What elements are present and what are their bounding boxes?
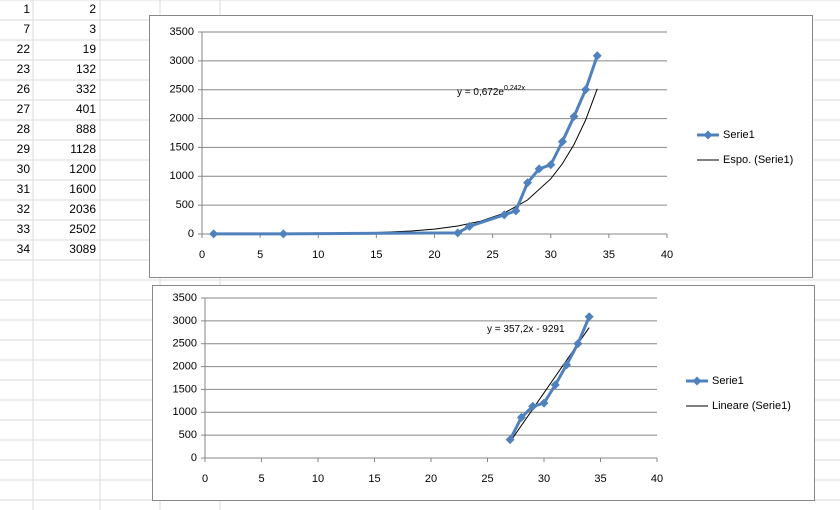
x-tick-label: 20 xyxy=(428,249,440,261)
data-point xyxy=(539,398,549,408)
x-tick-label: 15 xyxy=(370,249,382,261)
data-point xyxy=(528,401,538,411)
data-point xyxy=(464,221,474,231)
cell-value: 1128 xyxy=(70,142,96,156)
y-tick-label: 3500 xyxy=(173,292,197,304)
y-tick-label: 2000 xyxy=(173,360,197,372)
legend-marker xyxy=(703,130,713,140)
y-tick-label: 3500 xyxy=(170,26,194,38)
data-point xyxy=(534,164,544,174)
chart-area xyxy=(149,15,813,278)
legend-marker xyxy=(692,376,702,386)
data-point xyxy=(209,229,219,239)
equation-exponent: 0,242x xyxy=(504,85,526,92)
cell-value: 3 xyxy=(89,22,96,36)
legend-label: Serie1 xyxy=(712,375,744,387)
x-tick-label: 35 xyxy=(603,249,615,261)
legend-label: Lineare (Serie1) xyxy=(712,400,791,412)
x-tick-label: 15 xyxy=(368,473,380,485)
cell-value: 1200 xyxy=(69,162,96,176)
trendline-equation: y = 357,2x - 9291 xyxy=(487,324,565,335)
legend-label: Espo. (Serie1) xyxy=(723,154,793,166)
x-tick-label: 10 xyxy=(312,473,324,485)
x-tick-label: 40 xyxy=(651,473,663,485)
legend-label: Serie1 xyxy=(723,129,755,141)
cell-value: 22 xyxy=(17,42,31,56)
chart-area xyxy=(152,285,815,501)
cell-value: 132 xyxy=(76,62,96,76)
cell-value: 30 xyxy=(17,162,31,176)
data-point xyxy=(505,435,515,445)
y-tick-label: 1000 xyxy=(173,406,197,418)
y-tick-label: 1500 xyxy=(170,141,194,153)
y-tick-label: 2500 xyxy=(170,84,194,96)
x-tick-label: 25 xyxy=(487,249,499,261)
data-point xyxy=(523,178,532,188)
cell-value: 2502 xyxy=(69,222,96,236)
data-point xyxy=(499,210,509,220)
trendline-equation: y = 0,672e0,242x xyxy=(457,85,526,98)
cell-value: 29 xyxy=(17,142,31,156)
data-point xyxy=(546,160,556,170)
y-tick-label: 500 xyxy=(176,199,194,211)
x-tick-label: 35 xyxy=(594,473,606,485)
y-tick-label: 2000 xyxy=(170,112,194,124)
cell-value: 1600 xyxy=(69,182,96,196)
cell-value: 31 xyxy=(17,182,31,196)
cell-value: 28 xyxy=(17,122,31,136)
data-point xyxy=(584,312,594,322)
cell-value: 26 xyxy=(17,82,31,96)
y-tick-label: 0 xyxy=(188,228,194,240)
x-tick-label: 5 xyxy=(257,249,263,261)
data-point xyxy=(557,137,567,147)
cell-value: 19 xyxy=(83,42,97,56)
x-tick-label: 0 xyxy=(202,473,208,485)
cell-value: 332 xyxy=(76,82,96,96)
cell-value: 27 xyxy=(17,102,31,116)
x-tick-label: 10 xyxy=(312,249,324,261)
data-point xyxy=(516,412,526,422)
cell-value: 2 xyxy=(89,2,96,16)
data-point xyxy=(278,229,288,239)
y-tick-label: 3000 xyxy=(173,315,197,327)
x-tick-label: 5 xyxy=(258,473,264,485)
y-tick-label: 0 xyxy=(191,452,197,464)
y-tick-label: 3000 xyxy=(170,55,194,67)
y-tick-label: 1500 xyxy=(173,383,197,395)
data-point xyxy=(592,51,602,61)
cell-value: 1 xyxy=(23,2,30,16)
x-tick-label: 0 xyxy=(199,249,205,261)
x-tick-label: 40 xyxy=(661,249,673,261)
x-tick-label: 20 xyxy=(425,473,437,485)
cell-value: 3089 xyxy=(69,242,96,256)
cell-value: 33 xyxy=(17,222,31,236)
equation-base: y = 0,672e xyxy=(457,87,504,98)
data-point xyxy=(573,339,583,349)
cell-value: 888 xyxy=(76,122,96,136)
x-tick-label: 25 xyxy=(481,473,493,485)
cell-value: 2036 xyxy=(69,202,96,216)
x-tick-label: 30 xyxy=(545,249,557,261)
cell-value: 23 xyxy=(17,62,31,76)
data-point xyxy=(569,111,579,121)
data-point xyxy=(562,360,572,370)
cell-value: 32 xyxy=(17,202,31,216)
cell-value: 34 xyxy=(17,242,31,256)
data-point xyxy=(511,206,521,216)
x-tick-label: 30 xyxy=(538,473,550,485)
data-point xyxy=(581,85,591,95)
y-tick-label: 2500 xyxy=(173,338,197,350)
data-point xyxy=(453,228,463,238)
equation-base: y = 357,2x - 9291 xyxy=(487,324,565,335)
data-point xyxy=(550,380,560,390)
y-tick-label: 500 xyxy=(179,429,197,441)
cell-value: 7 xyxy=(23,22,30,36)
cell-value: 401 xyxy=(76,102,96,116)
y-tick-label: 1000 xyxy=(170,170,194,182)
